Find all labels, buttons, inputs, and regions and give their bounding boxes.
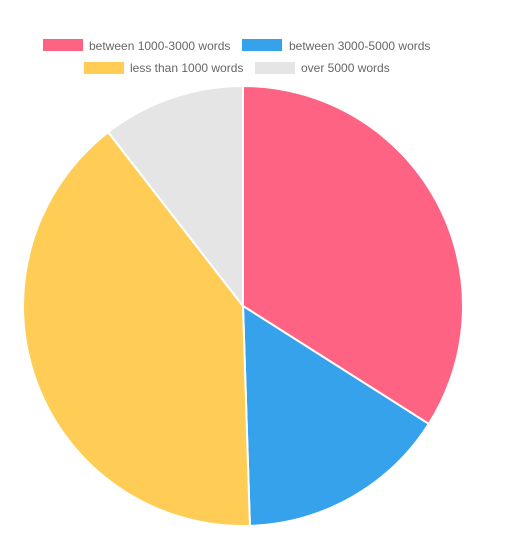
legend-label: over 5000 words — [301, 61, 390, 75]
chart-legend: between 1000-3000 words between 3000-5000… — [43, 39, 430, 75]
legend-swatch — [242, 39, 282, 51]
legend-item[interactable]: between 1000-3000 words — [43, 39, 230, 53]
pie-slice[interactable] — [242, 84, 464, 426]
legend-label: between 3000-5000 words — [289, 39, 430, 53]
pie-slice[interactable] — [22, 130, 251, 527]
legend-item[interactable]: over 5000 words — [255, 61, 390, 75]
legend-label: less than 1000 words — [130, 61, 243, 75]
pie-slice[interactable] — [241, 304, 431, 527]
legend-item[interactable]: less than 1000 words — [84, 61, 243, 75]
legend-label: between 1000-3000 words — [89, 39, 230, 53]
legend-swatch — [84, 62, 124, 74]
legend-swatch — [43, 39, 83, 51]
pie-slices — [22, 84, 464, 527]
legend-item[interactable]: between 3000-5000 words — [242, 39, 430, 53]
pie-slice[interactable] — [106, 84, 244, 309]
legend-swatch — [255, 62, 295, 74]
